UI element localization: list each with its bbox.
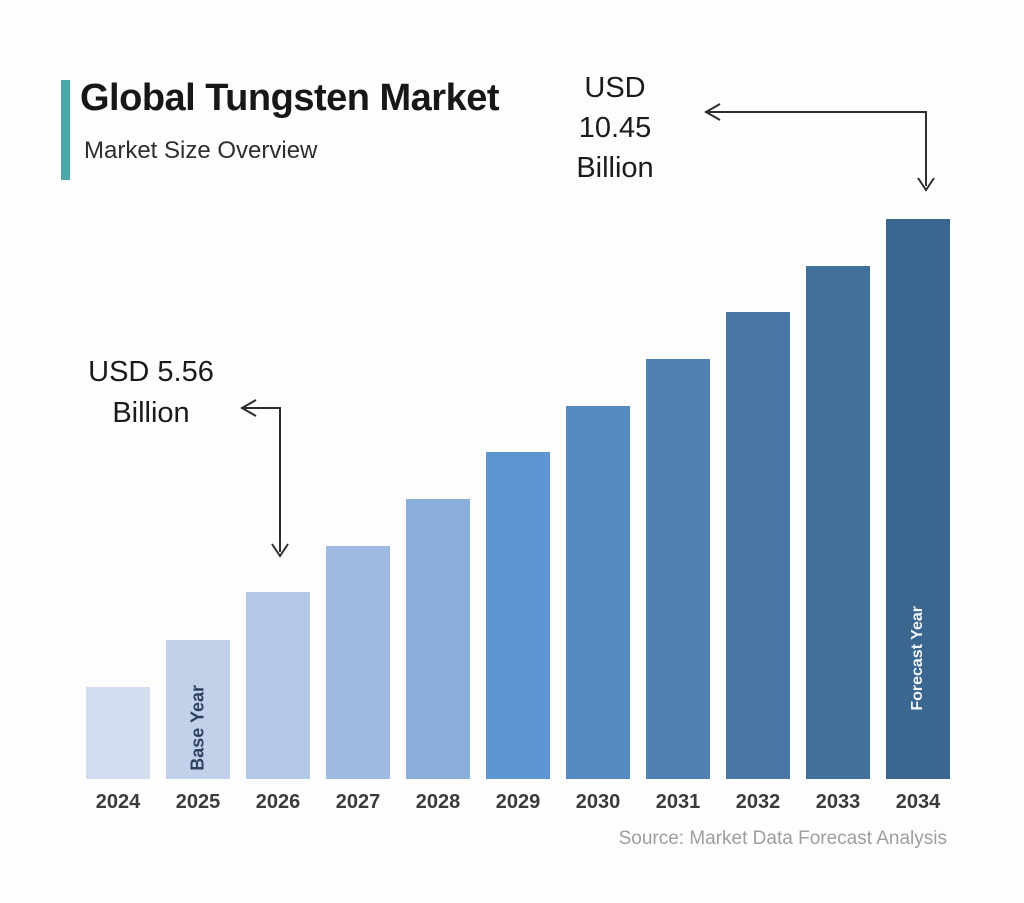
annotation-forecast-value: USD 10.45 Billion (576, 72, 654, 184)
x-tick-2027: 2027 (335, 791, 381, 813)
source-note: Source: Market Data Forecast Analysis (618, 828, 947, 849)
bar-2026 (246, 592, 310, 779)
bar-2030 (566, 406, 630, 779)
bar-2031 (646, 359, 710, 779)
x-tick-2033: 2033 (815, 791, 861, 813)
bar-2025: Base Year (166, 640, 230, 779)
plot-area: Base Year Forecast Year 2024 2025 2026 2027 2… (86, 219, 950, 814)
x-tick-2029: 2029 (495, 791, 541, 813)
bars-row: Base Year Forecast Year (86, 219, 950, 779)
in-bar-label-forecast-year: Forecast Year (909, 606, 926, 711)
bar-2029 (486, 452, 550, 779)
x-axis-labels: 2024 2025 2026 2027 2028 2029 2030 2031 2032 2033… (86, 791, 950, 814)
bar-2033 (806, 266, 870, 779)
x-tick-2024: 2024 (95, 791, 141, 813)
x-tick-2031: 2031 (655, 791, 701, 813)
in-bar-label-base-year: Base Year (187, 685, 208, 771)
x-tick-2034: 2034 (895, 791, 941, 813)
x-tick-2032: 2032 (735, 791, 781, 813)
bar-2024 (86, 687, 150, 779)
page-subtitle: Market Size Overview (84, 137, 318, 164)
title-accent-bar (61, 80, 70, 180)
x-tick-2026: 2026 (255, 791, 301, 813)
arrow-to-2034-bar (703, 103, 935, 192)
x-tick-2030: 2030 (575, 791, 621, 813)
bar-2028 (406, 499, 470, 779)
x-tick-2028: 2028 (415, 791, 461, 813)
bar-2027 (326, 546, 390, 779)
bar-2034: Forecast Year (886, 219, 950, 779)
x-tick-2025: 2025 (175, 791, 221, 813)
bar-2032 (726, 312, 790, 779)
annotation-base-value: USD 5.56 Billion (88, 356, 214, 429)
page-title: Global Tungsten Market (80, 77, 500, 119)
